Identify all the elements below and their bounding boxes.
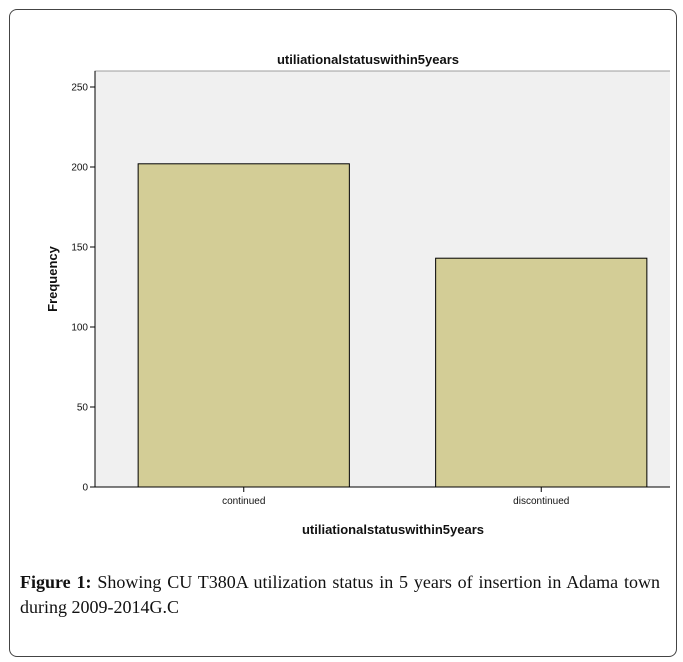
bar-chart: utiliationalstatuswithin5years 0 50 100 150… (45, 52, 670, 537)
bars (137, 163, 648, 488)
x-axis-label: utiliationalstatuswithin5years (302, 522, 484, 537)
bar-continued (137, 163, 350, 488)
bar-discontinued (435, 257, 648, 488)
x-axis: continued discontinued (95, 486, 670, 507)
figure-caption: Figure 1: Showing CU T380A utilization s… (20, 570, 660, 620)
caption-text: Showing CU T380A utilization status in 5… (20, 572, 661, 617)
y-tick-label: 200 (71, 163, 88, 174)
y-tick-label: 150 (71, 243, 88, 254)
y-tick-label: 50 (77, 403, 89, 414)
y-tick-label: 0 (82, 483, 88, 494)
x-tick-label: continued (222, 496, 265, 507)
x-tick-label: discontinued (513, 496, 569, 507)
y-tick-label: 100 (71, 323, 88, 334)
caption-label: Figure 1: (20, 572, 92, 592)
y-tick-label: 250 (71, 83, 88, 94)
y-axis-label: Frequency (45, 245, 60, 312)
y-axis: 0 50 100 150 200 250 (71, 71, 96, 494)
chart-title: utiliationalstatuswithin5years (277, 52, 459, 67)
